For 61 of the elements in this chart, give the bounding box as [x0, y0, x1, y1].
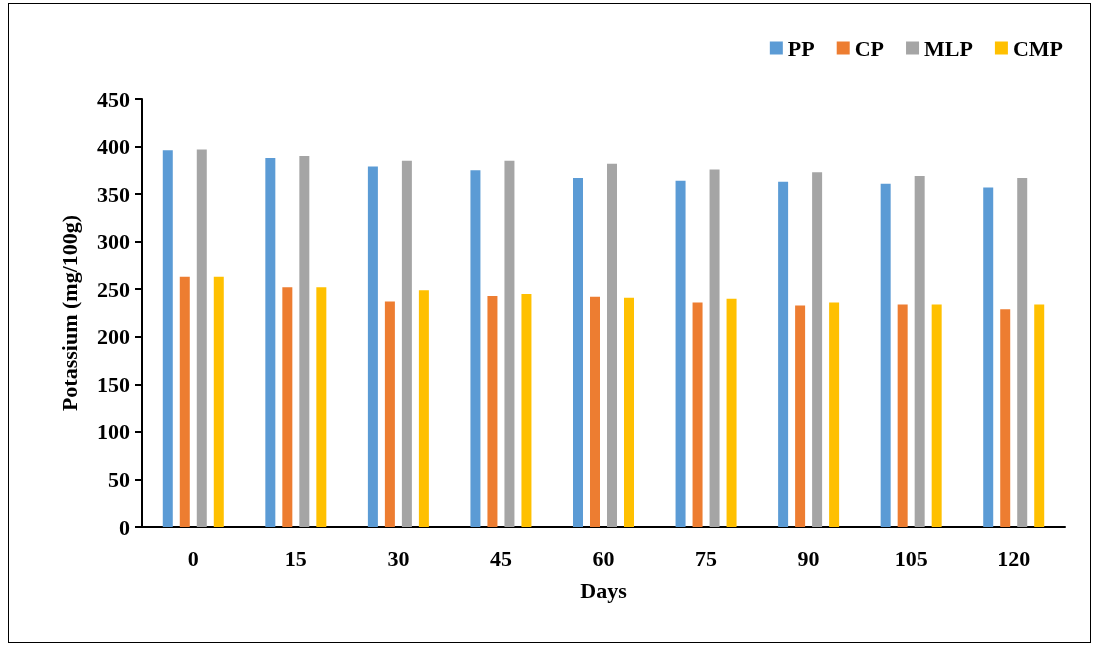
bar	[931, 304, 942, 527]
bar	[983, 187, 994, 527]
bar	[213, 276, 224, 527]
bar	[384, 301, 395, 527]
bar	[573, 177, 583, 527]
legend-label: CMP	[1012, 35, 1063, 61]
bar	[504, 160, 515, 527]
bar	[265, 157, 276, 527]
y-tick-label: 450	[97, 86, 130, 112]
legend-label: CP	[854, 35, 885, 61]
bar	[299, 156, 310, 527]
bar	[897, 304, 908, 527]
y-tick-label: 400	[97, 134, 130, 160]
bar	[709, 169, 720, 527]
bar	[401, 160, 412, 527]
bar	[607, 163, 617, 527]
x-tick-label: 105	[894, 545, 928, 571]
bar	[914, 176, 925, 527]
x-tick-label: 30	[387, 545, 410, 571]
x-tick-label: 90	[797, 545, 820, 571]
bar	[726, 298, 737, 527]
y-tick-label: 100	[97, 419, 130, 445]
y-tick-label: 250	[97, 276, 130, 302]
bar	[590, 296, 600, 527]
y-tick-label: 50	[108, 466, 130, 492]
bar	[282, 287, 293, 527]
bar	[795, 305, 806, 527]
bar	[367, 166, 378, 527]
bar	[316, 287, 327, 527]
x-tick-label: 120	[997, 545, 1031, 571]
y-tick-label: 200	[97, 324, 130, 350]
legend-label: PP	[787, 35, 815, 61]
y-tick-label: 150	[97, 371, 130, 397]
bar	[487, 295, 498, 527]
x-tick-label: 45	[489, 545, 512, 571]
bar	[1034, 304, 1045, 527]
bar	[179, 276, 190, 527]
bar	[470, 170, 481, 527]
bar	[1017, 177, 1028, 527]
bar	[521, 293, 532, 527]
bar	[880, 183, 891, 527]
y-tick-label: 0	[119, 514, 130, 540]
bar	[692, 302, 703, 527]
y-tick-label: 350	[97, 181, 130, 207]
bar	[162, 150, 173, 527]
legend-label: MLP	[924, 35, 973, 61]
x-tick-label: 0	[187, 545, 199, 571]
x-tick-label: 60	[592, 545, 615, 571]
bar	[418, 290, 429, 527]
x-axis-title: Days	[580, 577, 628, 603]
y-tick-label: 300	[97, 229, 130, 255]
bar	[1000, 309, 1011, 527]
bar	[812, 172, 823, 527]
bar	[675, 180, 686, 527]
y-axis-title: Potassium (mg/100g)	[56, 214, 82, 412]
bar	[196, 149, 207, 527]
bar	[829, 302, 840, 527]
bar	[624, 297, 634, 527]
x-tick-label: 75	[695, 545, 718, 571]
bar	[778, 181, 789, 527]
x-tick-label: 15	[284, 545, 307, 571]
